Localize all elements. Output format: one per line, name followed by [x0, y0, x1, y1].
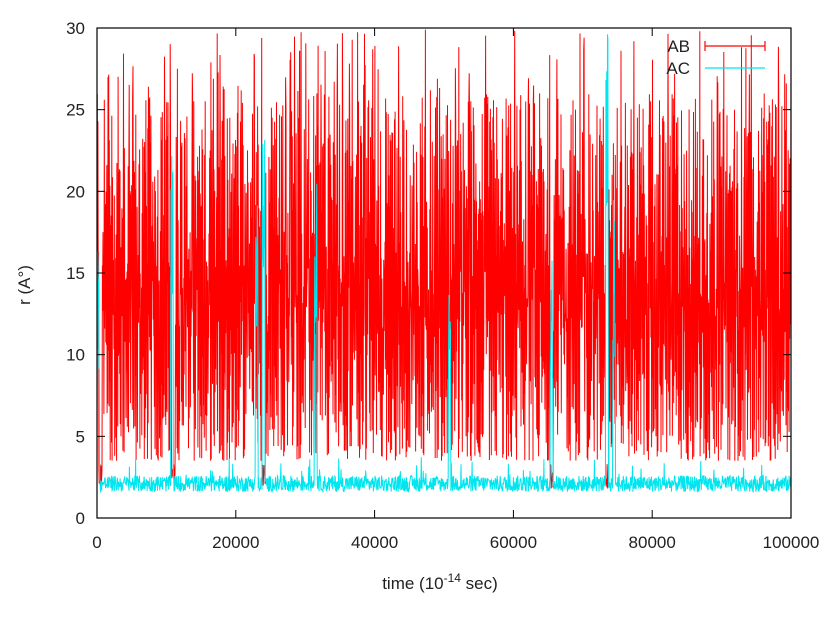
y-tick-label: 20 — [66, 182, 85, 201]
series-layer — [97, 29, 791, 494]
y-tick-label: 10 — [66, 346, 85, 365]
x-axis-title-exponent: -14 — [444, 571, 462, 585]
axis-ticks: 0 20000 40000 60000 80000 100000 0 5 10 15 20 25 30 — [66, 19, 819, 552]
x-tick-label: 80000 — [629, 533, 676, 552]
x-tick-label: 40000 — [351, 533, 398, 552]
x-tick-label: 100000 — [763, 533, 820, 552]
x-axis-title-main: time (10 — [382, 574, 443, 593]
y-tick-label: 0 — [76, 509, 85, 528]
legend-label-ac: AC — [666, 59, 690, 78]
series-line-ab — [97, 29, 791, 489]
x-tick-label: 60000 — [490, 533, 537, 552]
y-tick-label: 25 — [66, 101, 85, 120]
x-axis-title-tail: sec) — [461, 574, 498, 593]
series-line-ac — [97, 34, 791, 494]
x-tick-label: 20000 — [212, 533, 259, 552]
x-tick-label: 0 — [92, 533, 101, 552]
y-tick-label: 15 — [66, 264, 85, 283]
legend-label-ab: AB — [667, 37, 690, 56]
legend: AB AC — [666, 37, 766, 78]
y-tick-label: 30 — [66, 19, 85, 38]
x-axis-title: time (10-14 sec) — [382, 571, 498, 593]
y-axis-title: r (A°) — [15, 265, 34, 305]
y-tick-label: 5 — [76, 427, 85, 446]
